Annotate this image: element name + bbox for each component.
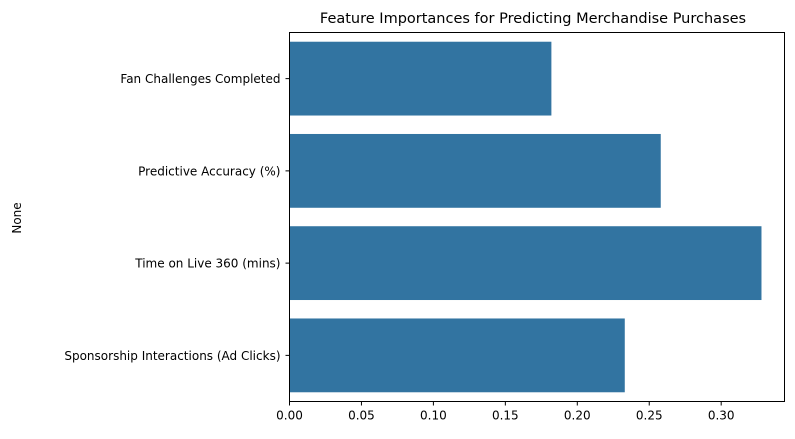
- x-tick-label: 0.10: [420, 409, 447, 423]
- bar: [289, 133, 661, 208]
- bar: [289, 318, 625, 393]
- x-tick-label: 0.20: [564, 409, 591, 423]
- x-tick-label: 0.25: [636, 409, 663, 423]
- x-tick-label: 0.05: [348, 409, 375, 423]
- x-axis-ticks: 0.00 0.05 0.10 0.15 0.20 0.25 0.30: [276, 401, 735, 423]
- bar: [289, 41, 552, 116]
- y-tick-label: Time on Live 360 (mins): [134, 257, 280, 271]
- x-tick-label: 0.00: [276, 409, 303, 423]
- x-tick-label: 0.30: [708, 409, 735, 423]
- bars-layer: [289, 41, 762, 393]
- y-axis-label: None: [10, 202, 24, 233]
- x-tick-label: 0.15: [492, 409, 519, 423]
- y-axis-ticks: Fan Challenges Completed Predictive Accur…: [64, 72, 290, 363]
- plot-frame: [289, 32, 785, 402]
- y-tick-label: Fan Challenges Completed: [120, 72, 280, 86]
- chart-title: Feature Importances for Predicting Merch…: [320, 11, 746, 27]
- y-tick-label: Predictive Accuracy (%): [138, 164, 280, 178]
- y-tick-label: Sponsorship Interactions (Ad Clicks): [64, 349, 280, 363]
- bar: [289, 226, 762, 301]
